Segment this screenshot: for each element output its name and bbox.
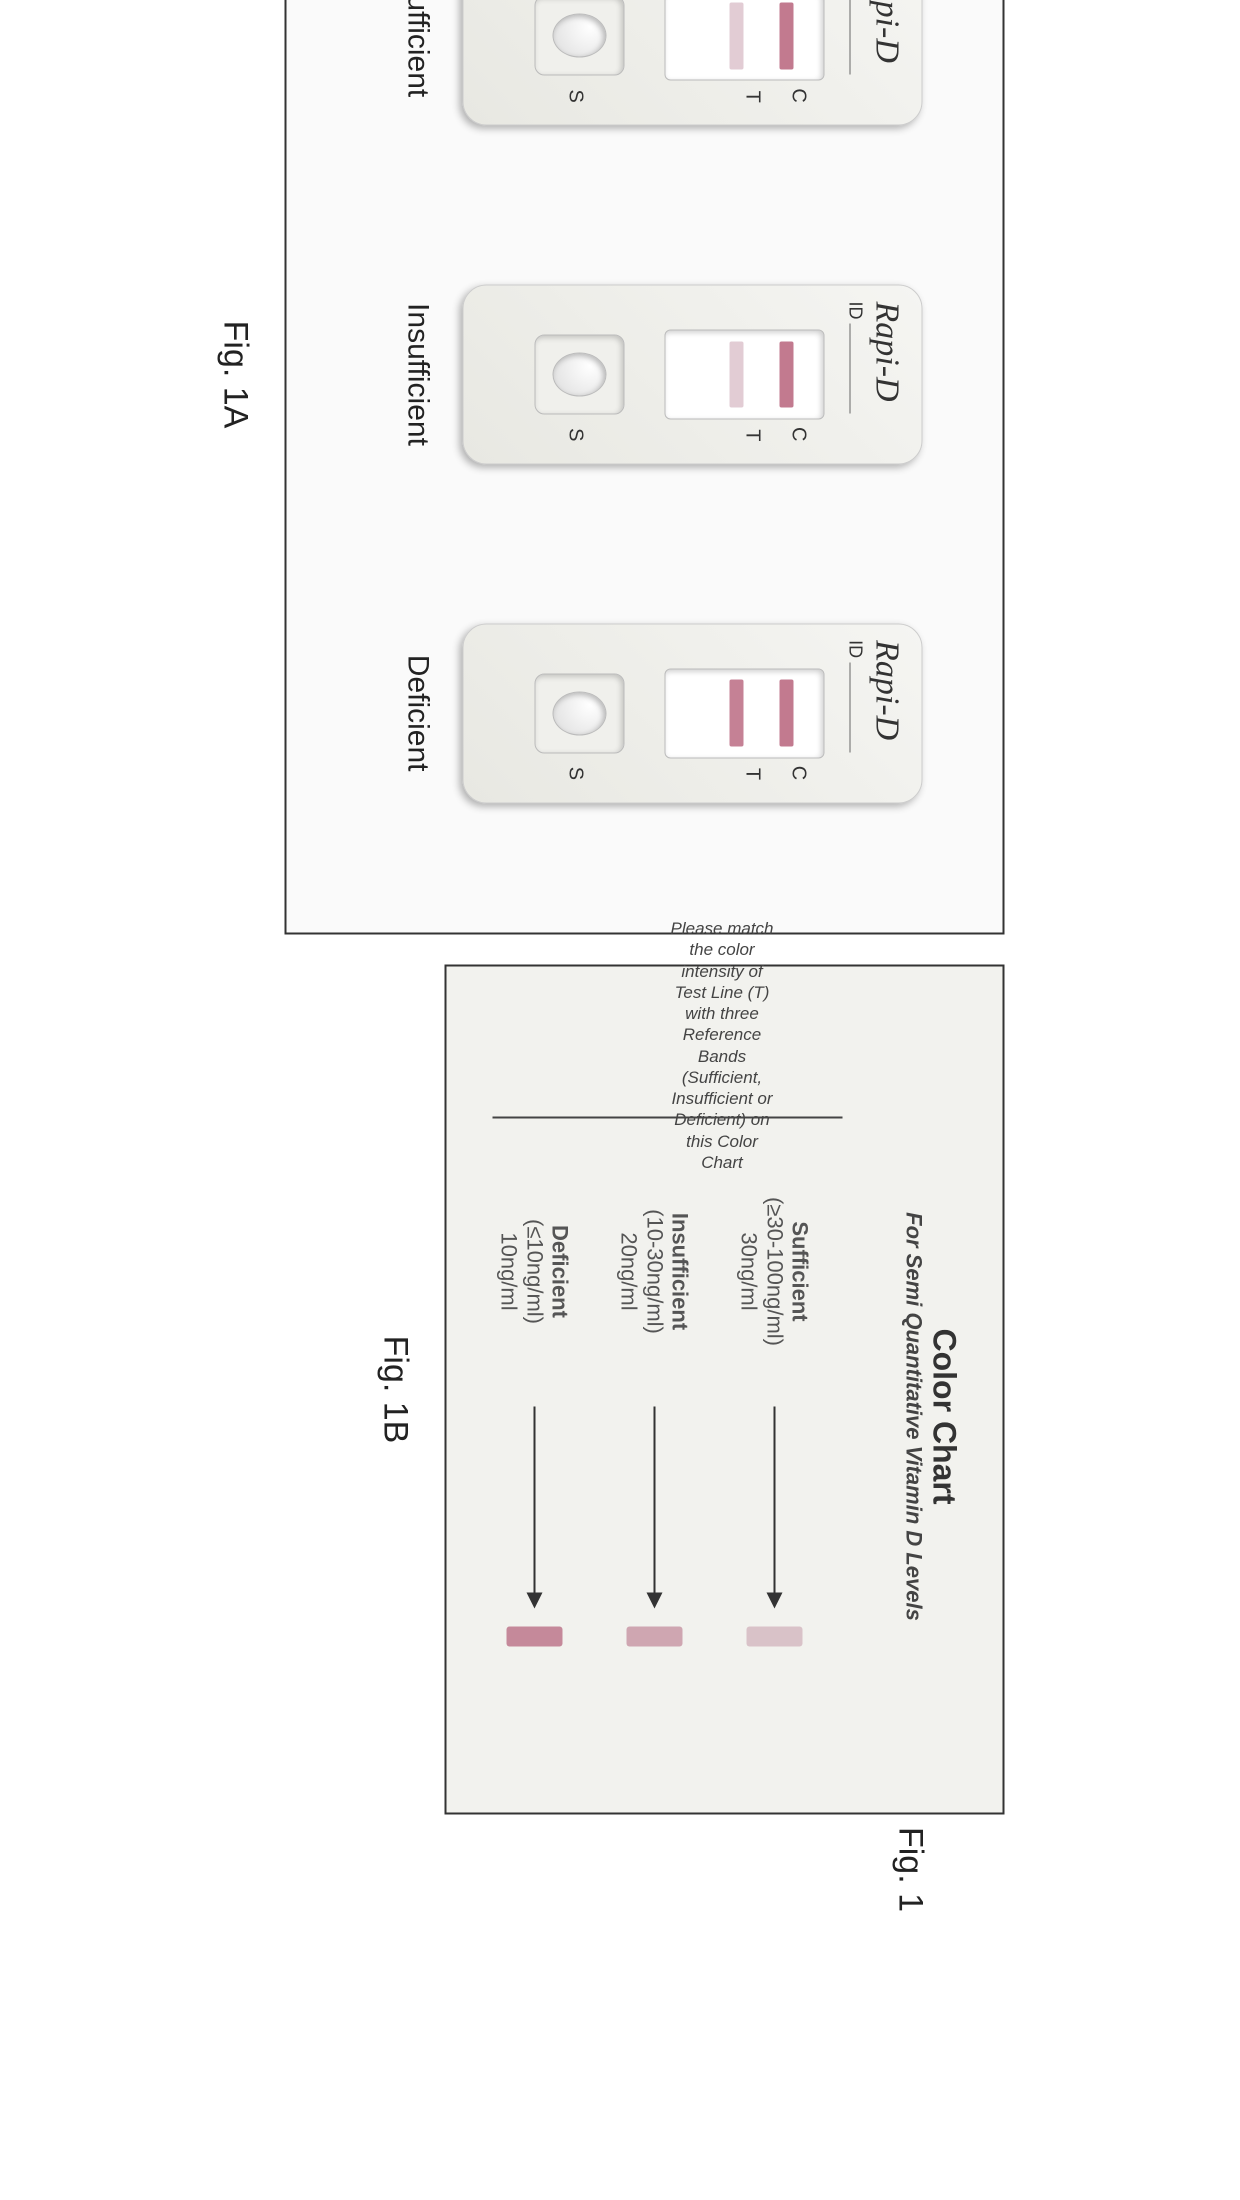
cassette-label: Sufficient (401, 0, 435, 97)
panel-a: Rapi-D ID C T S Sufficient Rapi-D ID C T… (285, 0, 1005, 935)
result-window (665, 668, 825, 758)
marker-t: T (741, 91, 764, 103)
cassette-group: Rapi-D ID C T S Sufficient (317, 0, 923, 126)
marker-c: C (787, 766, 810, 780)
control-line (780, 2, 794, 69)
level-range: (10-30ng/ml) (642, 1157, 667, 1387)
level-label: Sufficient (787, 1157, 812, 1387)
id-line: ID (845, 640, 866, 786)
marker-s: S (564, 89, 587, 102)
subcaption-a: Fig. 1A (216, 321, 255, 429)
cassette-group: Rapi-D ID C T S Insufficient (317, 284, 923, 464)
id-line: ID (845, 0, 866, 109)
level-text: Deficient (≤10ng/ml) 10ng/ml (497, 1157, 573, 1387)
reference-band (627, 1627, 683, 1647)
figure-container: Rapi-D ID C T S Sufficient Rapi-D ID C T… (216, 0, 1005, 1875)
brand-label: Rapi-D (870, 640, 904, 786)
cassette-label: Insufficient (401, 303, 435, 446)
level-row: Insufficient (10-30ng/ml) 20ng/ml (617, 1157, 693, 1757)
cassette-row: Rapi-D ID C T S Sufficient Rapi-D ID C T… (317, 0, 963, 883)
control-line (780, 341, 794, 408)
sample-well (535, 334, 625, 414)
level-range: (≤10ng/ml) (522, 1157, 547, 1387)
reference-band (747, 1627, 803, 1647)
sample-well (535, 673, 625, 753)
level-text: Sufficient (≥30-100ng/ml) 30ng/ml (737, 1157, 813, 1387)
arrow-icon (654, 1407, 656, 1607)
sample-hole (553, 14, 607, 58)
level-value: 10ng/ml (497, 1157, 522, 1387)
vertical-rule (493, 1117, 843, 1119)
sample-hole (553, 352, 607, 396)
level-value: 20ng/ml (617, 1157, 642, 1387)
level-label: Deficient (547, 1157, 572, 1387)
color-chart-sidenote-wrap: Please match the color intensity of Test… (483, 991, 963, 1101)
test-line (730, 680, 744, 747)
main-caption: Fig. 1 (891, 1540, 930, 2200)
marker-s: S (564, 767, 587, 780)
arrow-icon (774, 1407, 776, 1607)
test-line (730, 341, 744, 408)
marker-t: T (741, 429, 764, 441)
subcaption-b: Fig. 1B (376, 1336, 415, 1444)
test-cassette: Rapi-D ID C T S (463, 0, 923, 126)
id-line: ID (845, 301, 866, 447)
arrow-icon (534, 1407, 536, 1607)
color-chart-sidenote: Please match the color intensity of Test… (668, 918, 778, 1173)
level-row: Sufficient (≥30-100ng/ml) 30ng/ml (737, 1157, 813, 1757)
level-label: Insufficient (667, 1157, 692, 1387)
level-value: 30ng/ml (737, 1157, 762, 1387)
marker-c: C (787, 88, 810, 102)
test-cassette: Rapi-D ID C T S (463, 623, 923, 803)
result-window (665, 329, 825, 419)
test-cassette: Rapi-D ID C T S (463, 284, 923, 464)
sample-well (535, 0, 625, 76)
sample-hole (553, 691, 607, 735)
marker-s: S (564, 428, 587, 441)
marker-t: T (741, 768, 764, 780)
brand-label: Rapi-D (870, 0, 904, 109)
cassette-label: Deficient (401, 655, 435, 772)
level-row: Deficient (≤10ng/ml) 10ng/ml (497, 1157, 573, 1757)
brand-label: Rapi-D (870, 301, 904, 447)
color-chart-heading: Color Chart (926, 1167, 963, 1667)
level-range: (≥30-100ng/ml) (762, 1157, 787, 1387)
result-window (665, 0, 825, 81)
control-line (780, 680, 794, 747)
marker-c: C (787, 427, 810, 441)
test-line (730, 2, 744, 69)
reference-band (507, 1627, 563, 1647)
level-text: Insufficient (10-30ng/ml) 20ng/ml (617, 1157, 693, 1387)
cassette-group: Rapi-D ID C T S Deficient (317, 623, 923, 803)
